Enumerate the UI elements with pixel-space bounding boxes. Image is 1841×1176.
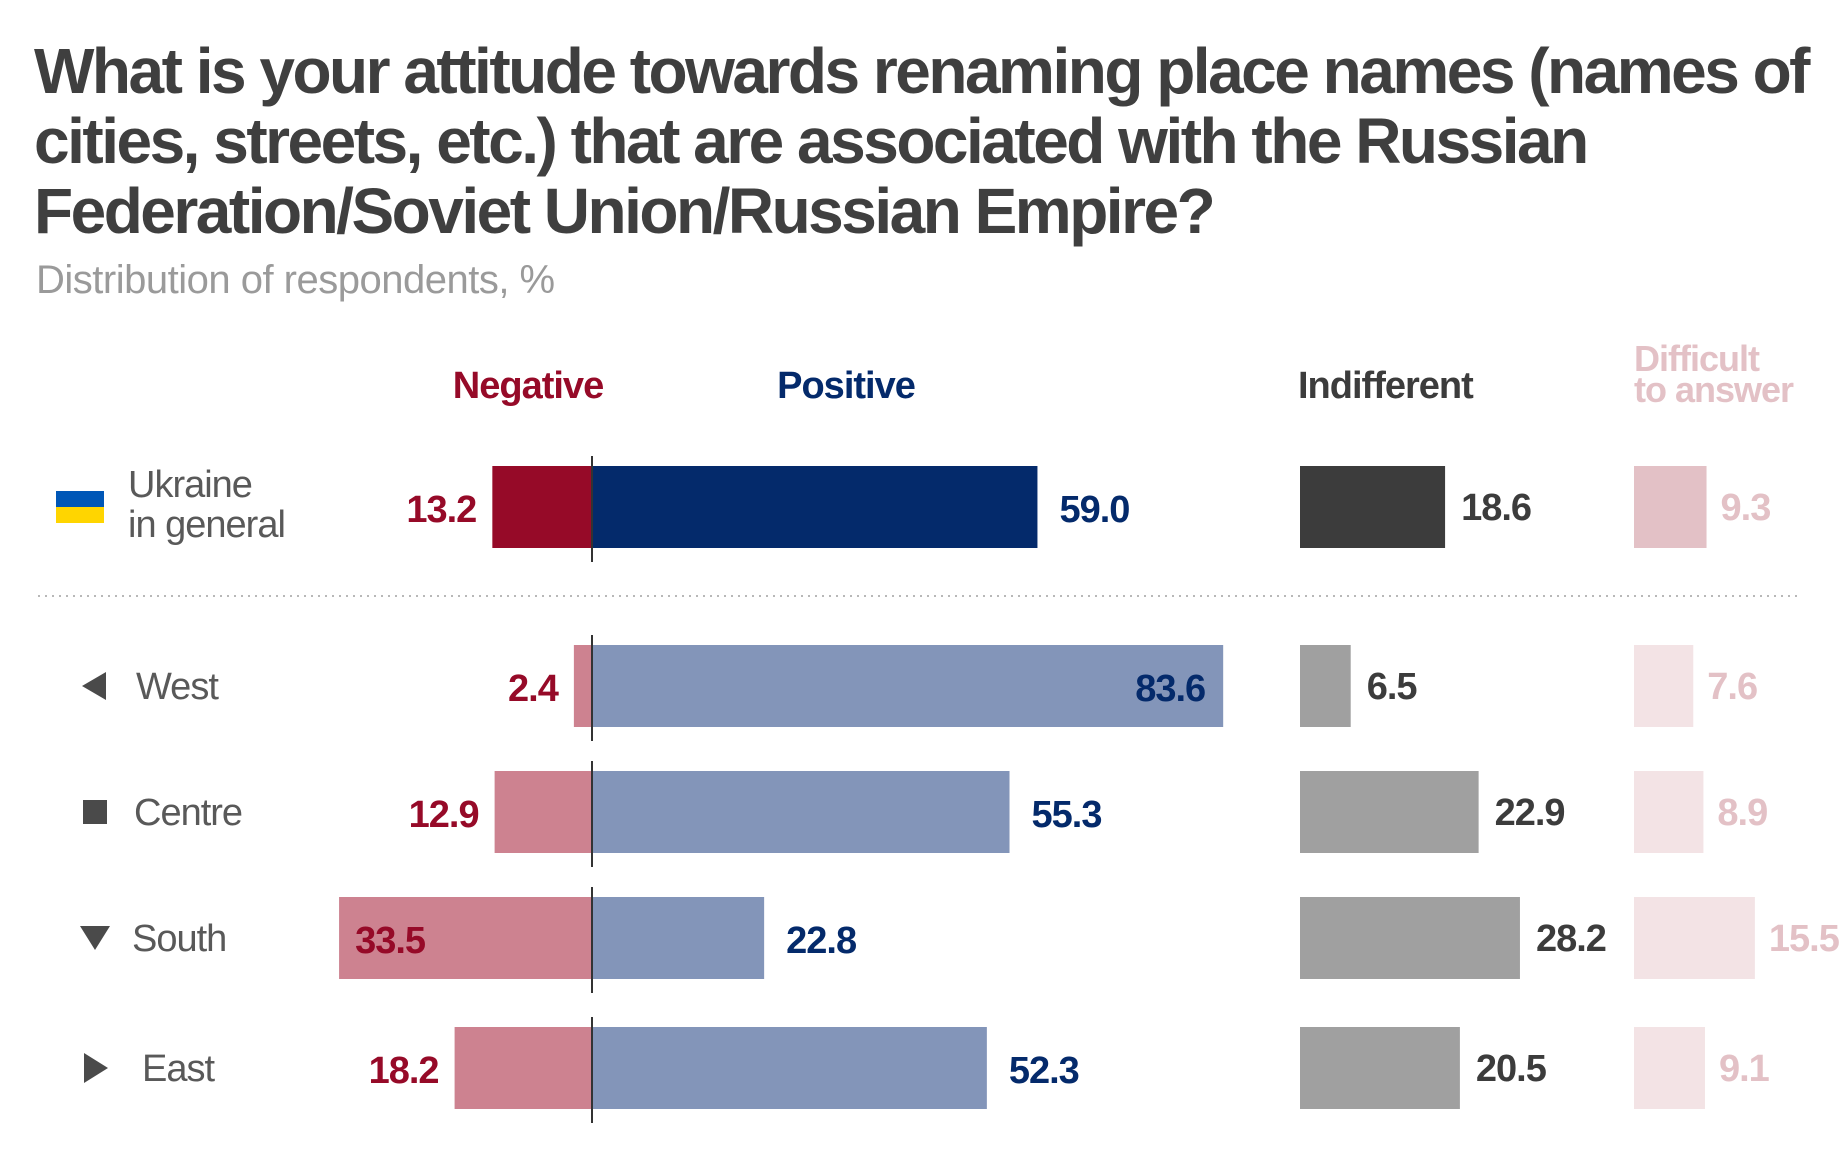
chart-subtitle: Distribution of respondents, % <box>36 258 555 302</box>
bar-positive-ukraine-in-general <box>592 466 1038 548</box>
label-positive-west: 83.6 <box>1135 668 1205 710</box>
bar-negative-ukraine-in-general <box>492 466 592 548</box>
label-positive-centre: 55.3 <box>1032 794 1102 836</box>
flag-blue-stripe <box>56 491 104 507</box>
legend-negative: Negative <box>453 365 603 407</box>
label-indifferent-ukraine-in-general: 18.6 <box>1461 487 1531 529</box>
east-marker-icon <box>84 1053 108 1083</box>
legend-indifferent: Indifferent <box>1298 365 1474 407</box>
bar-positive-east <box>592 1027 987 1109</box>
south-marker-icon <box>80 926 110 950</box>
bar-indifferent-ukraine-in-general <box>1300 466 1446 548</box>
chart-title: What is your attitude towards renaming p… <box>34 35 1810 247</box>
bar-indifferent-south <box>1300 897 1520 979</box>
bar-difficult-centre <box>1634 771 1704 853</box>
label-difficult-ukraine-in-general: 9.3 <box>1721 487 1771 529</box>
bar-negative-centre <box>494 771 592 853</box>
category-label-south: South <box>132 918 226 960</box>
label-difficult-centre: 8.9 <box>1717 792 1767 834</box>
category-label-east: East <box>142 1048 215 1090</box>
category-label-line1: Ukraine <box>128 464 252 506</box>
legend-difficult-line1: Difficult <box>1634 338 1760 379</box>
bar-difficult-ukraine-in-general <box>1634 466 1707 548</box>
label-positive-east: 52.3 <box>1009 1050 1079 1092</box>
bar-positive-centre <box>592 771 1010 853</box>
bar-positive-south <box>592 897 765 979</box>
label-indifferent-south: 28.2 <box>1536 918 1606 960</box>
label-positive-ukraine-in-general: 59.0 <box>1059 489 1129 531</box>
label-indifferent-west: 6.5 <box>1367 666 1418 708</box>
label-negative-ukraine-in-general: 13.2 <box>406 489 476 531</box>
label-difficult-east: 9.1 <box>1719 1048 1770 1090</box>
label-indifferent-east: 20.5 <box>1476 1048 1547 1090</box>
category-label-line2: in general <box>128 504 285 546</box>
bar-indifferent-west <box>1300 645 1351 727</box>
category-label-centre: Centre <box>134 792 242 834</box>
centre-marker-icon <box>83 800 107 824</box>
west-marker-icon <box>82 672 106 700</box>
bar-difficult-west <box>1634 645 1694 727</box>
legend-difficult-line2: to answer <box>1634 369 1794 410</box>
flag-yellow-stripe <box>56 507 104 523</box>
bar-negative-west <box>573 645 592 727</box>
bar-negative-east <box>454 1027 592 1109</box>
bar-indifferent-east <box>1300 1027 1460 1109</box>
label-negative-south: 33.5 <box>355 920 426 962</box>
label-negative-west: 2.4 <box>508 668 559 710</box>
bar-negative-south <box>339 897 592 979</box>
label-difficult-south: 15.5 <box>1769 918 1840 960</box>
bar-difficult-south <box>1634 897 1755 979</box>
legend-positive: Positive <box>777 365 915 407</box>
bar-difficult-east <box>1634 1027 1705 1109</box>
label-positive-south: 22.8 <box>786 920 856 962</box>
category-label-west: West <box>136 666 219 708</box>
label-difficult-west: 7.6 <box>1707 666 1757 708</box>
label-negative-centre: 12.9 <box>409 794 479 836</box>
label-indifferent-centre: 22.9 <box>1495 792 1565 834</box>
bar-indifferent-centre <box>1300 771 1479 853</box>
label-negative-east: 18.2 <box>369 1050 439 1092</box>
bar-positive-west <box>592 645 1224 727</box>
